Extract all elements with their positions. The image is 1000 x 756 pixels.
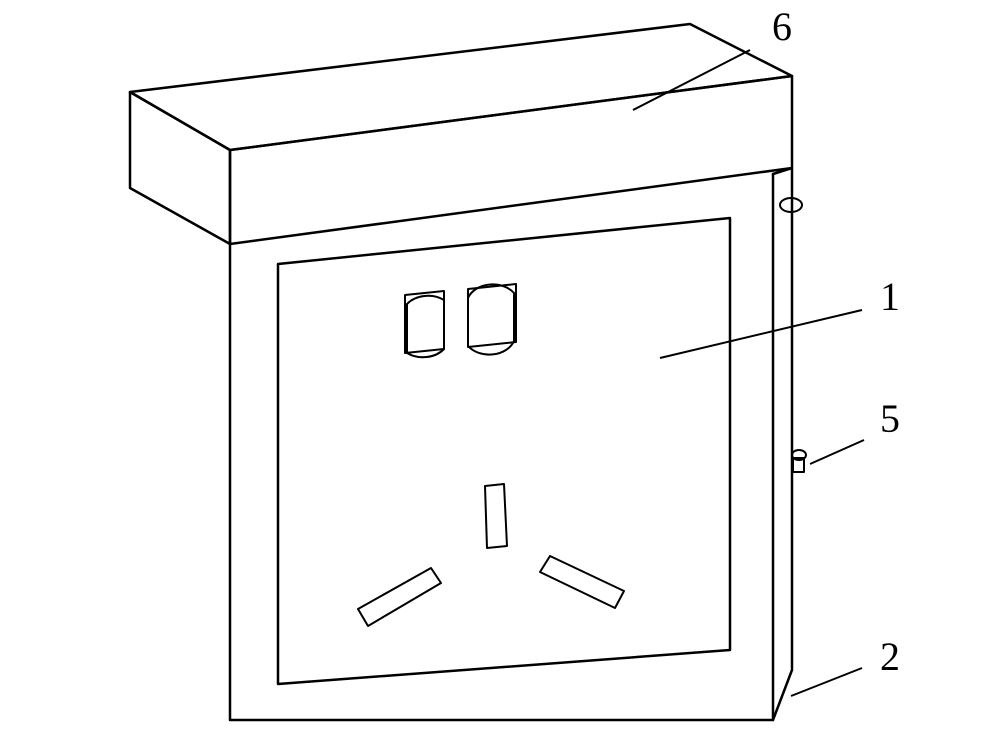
- face-plate-part-1: [278, 218, 730, 684]
- callout-5: 5: [810, 396, 900, 464]
- side-button-part-5: [792, 450, 806, 472]
- callout-label-1: 1: [880, 274, 900, 319]
- callout-label-5: 5: [880, 396, 900, 441]
- lid-part-6: [130, 24, 792, 244]
- callout-2: 2: [791, 634, 900, 696]
- callout-label-6: 6: [772, 4, 792, 49]
- frame-part-2: [230, 168, 792, 720]
- socket-cover-diagram: 6 1 5 2: [0, 0, 1000, 756]
- three-pin-socket: [358, 484, 624, 626]
- callout-label-2: 2: [880, 634, 900, 679]
- callout-1: 1: [660, 274, 900, 358]
- two-pin-socket: [405, 284, 516, 357]
